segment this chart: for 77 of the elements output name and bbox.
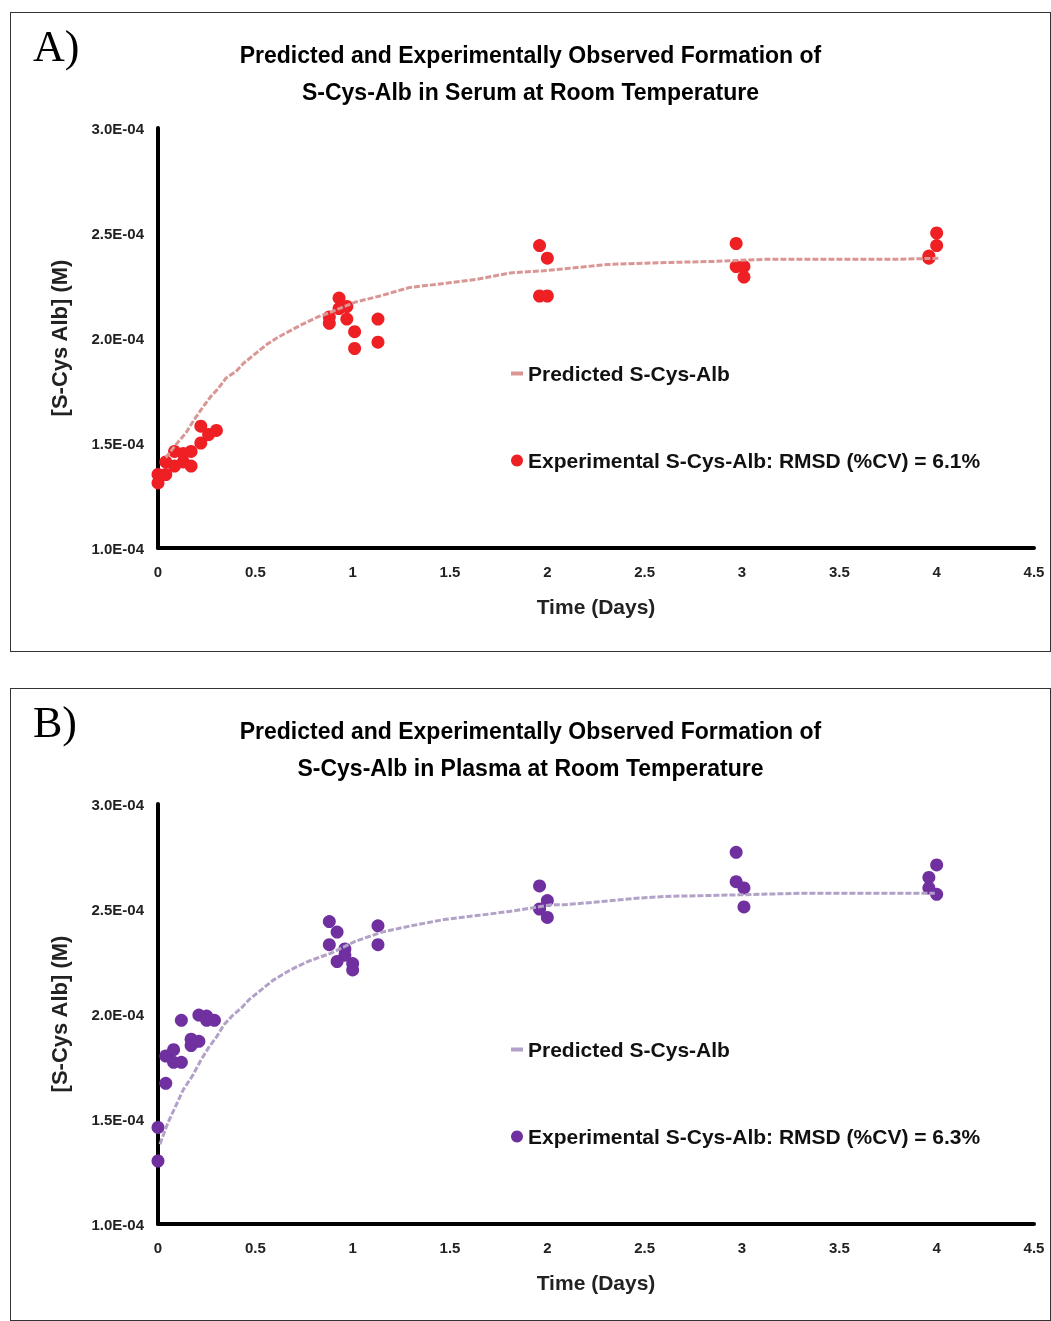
y-tick-label: 2.5E-04 (91, 900, 145, 918)
x-tick-label: 2.5 (634, 1239, 656, 1256)
point (174, 1013, 188, 1027)
x-tick-label: 2 (543, 1239, 552, 1256)
point (151, 1120, 165, 1134)
chart-title: Predicted and Experimentally Observed Formation of S-Cys-Alb in Plasma at Room Temperature (239, 717, 822, 781)
x-axis-title: Time (Days) (536, 595, 656, 618)
x-tick-label: 1.5 (439, 563, 461, 580)
point (159, 1076, 173, 1090)
x-tick-label: 4.5 (1023, 563, 1045, 580)
y-tick-label: 1.0E-04 (91, 539, 145, 557)
point (533, 879, 547, 893)
point (930, 226, 944, 240)
point (729, 237, 743, 250)
point (330, 925, 344, 939)
point (930, 239, 944, 253)
point (167, 1043, 181, 1057)
legend-label: Predicted S-Cys-Alb (528, 1038, 730, 1061)
point (737, 900, 751, 914)
y-tick-label: 3.0E-04 (91, 119, 145, 137)
point (371, 312, 385, 326)
x-tick-label: 0.5 (244, 563, 266, 580)
x-tick-label: 4 (932, 563, 942, 580)
point (371, 938, 385, 952)
y-tick-label: 2.0E-04 (91, 329, 145, 347)
point (348, 325, 362, 339)
x-tick-label: 0 (153, 563, 163, 580)
y-tick-label: 1.5E-04 (91, 434, 145, 452)
x-tick-label: 2.5 (634, 563, 656, 580)
x-tick-label: 4 (932, 1239, 942, 1256)
point (151, 476, 165, 490)
x-tick-label: 4.5 (1023, 1239, 1045, 1256)
x-tick-label: 3.5 (828, 563, 850, 580)
point (340, 312, 354, 326)
x-tick-label: 0 (153, 1239, 163, 1256)
point (737, 881, 751, 895)
point (159, 468, 173, 481)
y-axis-title: [S-Cys Alb] (M) (46, 259, 72, 417)
y-tick-label: 1.0E-04 (91, 1215, 145, 1233)
text: B) (33, 697, 77, 748)
chart-title: Predicted and Experimentally Observed Formation of S-Cys-Alb in Serum at Room Temperature (239, 41, 822, 105)
x-tick-label: 1 (348, 1239, 357, 1256)
text: A) (33, 21, 80, 72)
point (184, 459, 198, 473)
point (209, 423, 223, 437)
point (930, 858, 944, 872)
y-tick-label: 2.0E-04 (91, 1005, 145, 1023)
point (922, 871, 936, 884)
x-tick-label: 3 (737, 1239, 747, 1256)
y-tick-label: 3.0E-04 (91, 795, 145, 813)
y-tick-label: 2.5E-04 (91, 224, 145, 242)
point (540, 251, 554, 265)
point (737, 270, 751, 284)
x-tick-label: 0.5 (244, 1239, 266, 1256)
x-axis-title: Time (Days) (536, 1271, 656, 1294)
x-tick-label: 2 (543, 563, 552, 580)
point (348, 342, 362, 355)
x-tick-label: 1 (348, 563, 357, 580)
legend-label: Predicted S-Cys-Alb (528, 362, 730, 385)
point (194, 419, 208, 433)
point (371, 335, 385, 349)
y-tick-label: 1.5E-04 (91, 1110, 145, 1128)
point (371, 919, 385, 933)
point (184, 444, 198, 458)
legend-label: Experimental S-Cys-Alb: RMSD (%CV) = 6.1% (528, 449, 981, 472)
y-axis-title: [S-Cys Alb] (M) (46, 935, 72, 1093)
point (322, 938, 336, 952)
point (533, 239, 547, 253)
x-tick-label: 3.5 (828, 1239, 850, 1256)
point (194, 436, 208, 450)
point (322, 915, 336, 929)
point (540, 910, 554, 924)
point (151, 1154, 165, 1168)
legend-label: Experimental S-Cys-Alb: RMSD (%CV) = 6.3% (528, 1125, 981, 1148)
point (729, 845, 743, 859)
x-tick-label: 3 (737, 563, 747, 580)
x-tick-label: 1.5 (439, 1239, 461, 1256)
